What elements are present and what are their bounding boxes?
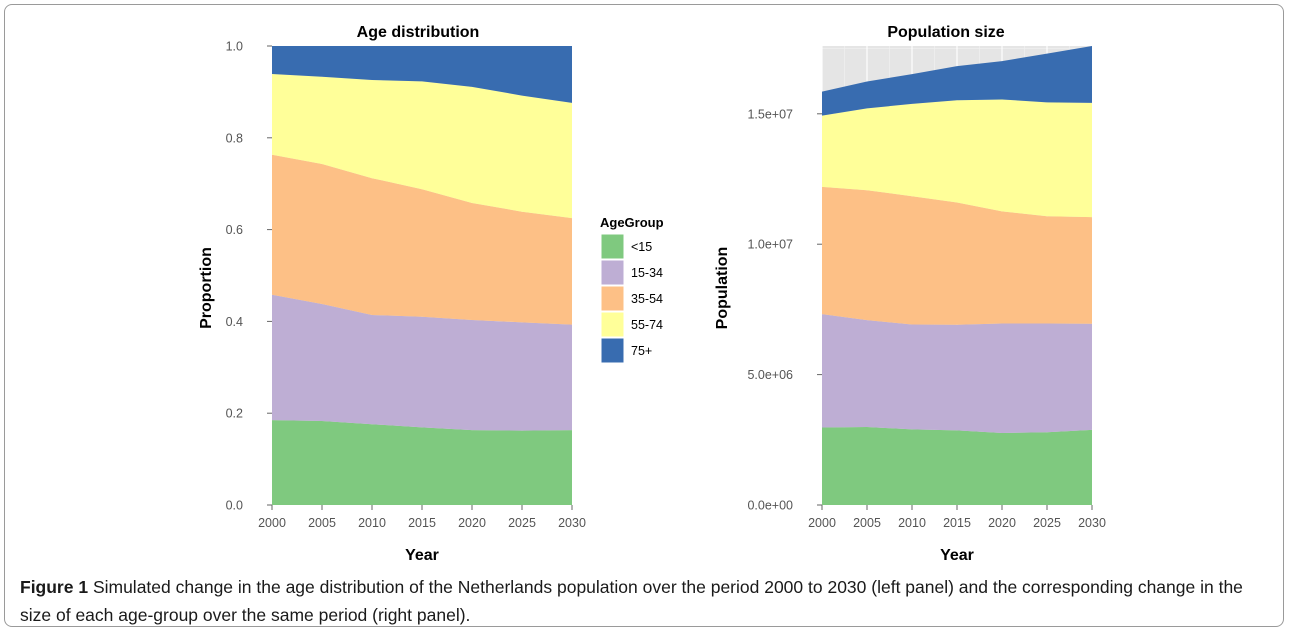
area-15-34 (822, 314, 1092, 434)
y-tick-label: 0.0e+00 (747, 499, 793, 513)
y-tick-label: 5.0e+06 (747, 368, 793, 382)
legend: AgeGroup <15 15-34 35-54 55-74 75+ (600, 215, 664, 364)
legend-swatch-lt15 (600, 233, 625, 260)
legend-label-35-54: 35-54 (631, 292, 663, 306)
y-tick-label: 0.4 (226, 315, 243, 329)
x-tick-label: 2015 (943, 516, 971, 530)
x-axis-title: Year (940, 547, 974, 564)
y-tick-label: 1.0e+07 (747, 238, 793, 252)
area-75plus (822, 46, 1092, 116)
x-tick-label: 2000 (258, 516, 286, 530)
legend-swatch-55-74 (600, 311, 625, 338)
legend-swatch-35-54 (600, 285, 625, 312)
area-55-74 (822, 99, 1092, 218)
figure-caption: Figure 1 Simulated change in the age dis… (20, 573, 1270, 629)
y-tick-label: 0.2 (226, 407, 243, 421)
area-lt15 (822, 427, 1092, 505)
legend-label-lt15: <15 (631, 240, 652, 254)
figure-label: Figure 1 (20, 577, 89, 597)
legend-swatch-15-34 (600, 259, 625, 286)
area-35-54 (272, 154, 572, 325)
age-distribution-panel: 0.0 0.2 0.4 0.6 0.8 1.0 2000 2005 2010 2015 2020 20… (198, 24, 586, 564)
legend-label-55-74: 55-74 (631, 318, 663, 332)
area-15-34 (272, 294, 572, 431)
area-75plus (272, 46, 572, 103)
y-axis-title: Proportion (198, 247, 215, 329)
panel-title: Population size (887, 24, 1004, 41)
x-tick-label: 2020 (988, 516, 1016, 530)
x-tick-label: 2020 (458, 516, 486, 530)
x-tick-label: 2000 (808, 516, 836, 530)
legend-label-75plus: 75+ (631, 344, 652, 358)
population-size-panel: 0.0e+00 5.0e+06 1.0e+07 1.5e+07 2000 2005 2010… (714, 24, 1106, 564)
x-tick-label: 2030 (1078, 516, 1106, 530)
area-35-54 (822, 186, 1092, 325)
x-tick-label: 2010 (898, 516, 926, 530)
x-tick-label: 2030 (558, 516, 586, 530)
legend-label-15-34: 15-34 (631, 266, 663, 280)
x-tick-label: 2015 (408, 516, 436, 530)
area-lt15 (272, 420, 572, 505)
x-tick-label: 2010 (358, 516, 386, 530)
figure-charts: 0.0 0.2 0.4 0.6 0.8 1.0 2000 2005 2010 2015 2020 20… (198, 24, 1106, 564)
y-tick-label: 1.5e+07 (747, 107, 793, 121)
y-tick-label: 0.0 (226, 499, 243, 513)
x-tick-label: 2005 (853, 516, 881, 530)
x-tick-label: 2025 (508, 516, 536, 530)
x-tick-label: 2005 (308, 516, 336, 530)
y-tick-label: 1.0 (226, 40, 243, 54)
legend-title: AgeGroup (600, 215, 664, 230)
x-tick-label: 2025 (1033, 516, 1061, 530)
y-tick-label: 0.8 (226, 131, 243, 145)
x-axis-title: Year (405, 547, 439, 564)
legend-swatch-75plus (600, 337, 625, 364)
area-55-74 (272, 73, 572, 219)
y-tick-label: 0.6 (226, 223, 243, 237)
y-axis-title: Population (714, 247, 731, 330)
caption-text: Simulated change in the age distribution… (20, 577, 1243, 625)
panel-title: Age distribution (357, 24, 480, 41)
